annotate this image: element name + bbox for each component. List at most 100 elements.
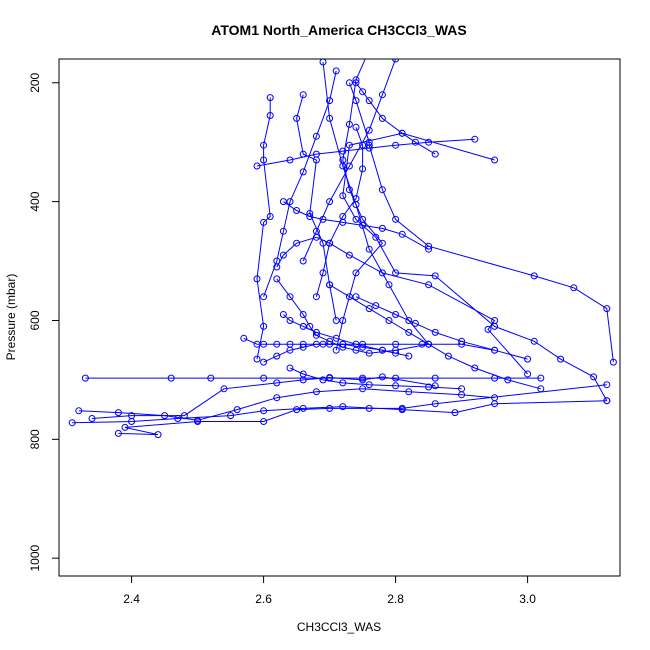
data-point xyxy=(378,373,386,381)
data-point xyxy=(352,215,360,223)
data-point xyxy=(411,319,419,327)
series-line xyxy=(329,284,541,390)
x-axis: 2.4 2.6 2.8 3.0 xyxy=(123,575,536,606)
data-point xyxy=(378,91,386,99)
series-line xyxy=(296,94,337,321)
data-point xyxy=(233,406,241,414)
data-point xyxy=(385,317,393,324)
data-point xyxy=(352,123,360,131)
data-point xyxy=(286,364,294,372)
data-point xyxy=(352,340,360,348)
data-point xyxy=(491,156,499,164)
data-point xyxy=(609,358,617,366)
data-point xyxy=(378,114,386,122)
data-point xyxy=(260,141,268,149)
series-8 xyxy=(81,374,545,382)
data-point xyxy=(260,358,268,366)
data-point xyxy=(167,374,175,382)
data-point xyxy=(319,215,327,223)
series-line xyxy=(348,82,614,363)
data-point xyxy=(392,374,400,382)
data-point xyxy=(273,379,281,387)
data-point xyxy=(260,293,268,301)
data-point xyxy=(484,325,492,333)
data-point xyxy=(378,186,386,194)
data-point xyxy=(312,388,320,396)
data-point xyxy=(260,322,268,330)
series-line xyxy=(78,388,495,421)
data-point xyxy=(299,343,307,351)
data-point xyxy=(603,381,611,389)
data-point xyxy=(425,340,433,348)
data-point xyxy=(352,201,360,209)
data-point xyxy=(312,293,320,301)
data-point xyxy=(392,141,400,149)
data-point xyxy=(299,404,307,412)
data-point xyxy=(253,275,261,283)
data-point xyxy=(207,374,215,382)
data-point xyxy=(240,334,248,342)
series-line xyxy=(283,314,409,357)
data-point xyxy=(279,251,287,259)
data-point xyxy=(365,144,373,152)
data-point xyxy=(266,112,274,119)
data-point xyxy=(359,376,367,384)
y-axis-label: Pressure (mbar) xyxy=(4,274,18,361)
data-point xyxy=(570,284,578,292)
data-point xyxy=(352,293,360,301)
data-point xyxy=(312,340,320,348)
series-line xyxy=(263,70,337,297)
data-point xyxy=(378,269,386,277)
chart-title: ATOM1 North_America CH3CCl3_WAS xyxy=(211,22,466,38)
data-point xyxy=(332,317,340,324)
data-point xyxy=(279,311,287,318)
data-point xyxy=(603,305,611,313)
data-point xyxy=(299,322,307,330)
data-point xyxy=(128,412,136,420)
data-point xyxy=(405,328,413,336)
data-point xyxy=(352,79,360,87)
data-point xyxy=(405,352,413,360)
data-point xyxy=(339,379,347,387)
plot-area xyxy=(68,59,617,439)
data-point xyxy=(425,281,433,289)
data-point xyxy=(286,156,294,164)
data-point xyxy=(352,269,360,277)
data-point xyxy=(444,352,452,360)
x-axis-label: CH3CCl3_WAS xyxy=(297,620,381,634)
data-point xyxy=(286,198,294,206)
series-17 xyxy=(260,67,340,301)
data-point xyxy=(339,343,347,351)
data-point xyxy=(339,403,347,411)
data-point xyxy=(293,207,301,214)
data-point xyxy=(319,376,327,384)
data-point xyxy=(603,397,611,405)
data-point xyxy=(378,346,386,354)
data-point xyxy=(114,429,122,437)
series-23 xyxy=(326,281,545,393)
data-point xyxy=(431,400,439,408)
data-point xyxy=(332,334,340,342)
data-point xyxy=(253,162,261,170)
series-4 xyxy=(345,79,617,366)
data-point xyxy=(359,165,367,173)
data-point xyxy=(286,317,294,324)
data-point xyxy=(345,293,353,301)
data-point xyxy=(365,404,373,412)
data-point xyxy=(530,272,538,280)
data-point xyxy=(339,147,347,155)
data-point xyxy=(339,317,347,324)
data-point xyxy=(372,302,380,310)
data-point xyxy=(260,156,268,164)
data-point xyxy=(345,251,353,259)
data-point xyxy=(392,215,400,223)
data-point xyxy=(81,374,89,382)
data-point xyxy=(260,418,268,425)
data-point xyxy=(332,67,340,75)
data-point xyxy=(293,239,301,247)
data-point xyxy=(524,370,532,378)
y-tick-label: 800 xyxy=(28,429,42,449)
data-point xyxy=(312,132,320,140)
data-point xyxy=(273,275,281,283)
